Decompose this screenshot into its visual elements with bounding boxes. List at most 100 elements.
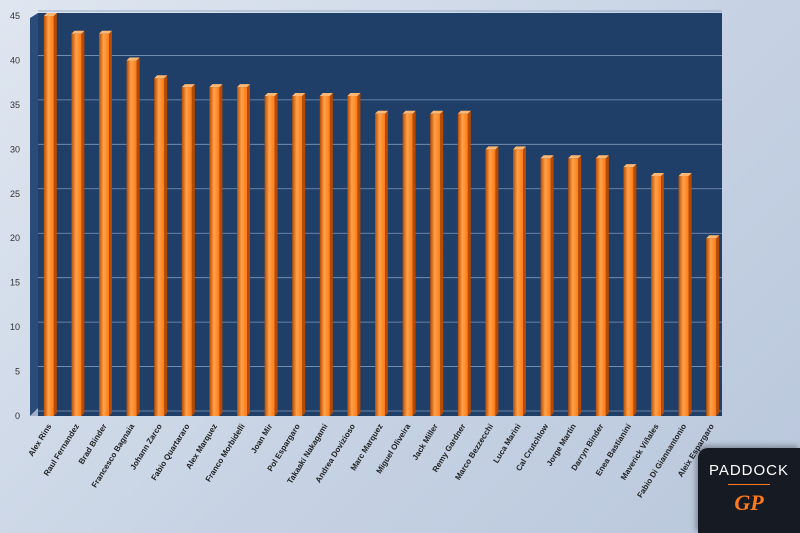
bar-top bbox=[319, 93, 333, 96]
y-tick-label: 30 bbox=[10, 144, 20, 154]
bar-top bbox=[457, 110, 471, 114]
y-tick-label: 5 bbox=[15, 367, 20, 377]
bar-front bbox=[568, 158, 579, 416]
logo-text-paddock: PADDOCK bbox=[708, 462, 790, 479]
bar-side bbox=[633, 164, 637, 416]
bar-side bbox=[578, 155, 582, 416]
bar-top bbox=[209, 84, 223, 88]
bar-front bbox=[706, 238, 717, 416]
x-tick-label: Jack Miller bbox=[411, 422, 440, 461]
bar bbox=[154, 75, 168, 416]
bar-front bbox=[513, 149, 523, 417]
bar-front bbox=[237, 87, 247, 416]
bar-top bbox=[292, 93, 306, 96]
bar bbox=[264, 93, 278, 416]
bar-front bbox=[209, 87, 220, 416]
bar bbox=[375, 110, 388, 417]
paddock-gp-logo: PADDOCK GP bbox=[698, 448, 800, 533]
bar-side bbox=[523, 146, 526, 417]
bar-top bbox=[71, 30, 85, 34]
y-tick-label: 0 bbox=[15, 411, 20, 421]
bar-side bbox=[467, 110, 471, 417]
bar bbox=[513, 146, 526, 417]
bar-front bbox=[43, 16, 54, 416]
bar-side bbox=[495, 146, 499, 417]
x-tick-label: Fabio Di Giannantonio bbox=[635, 422, 688, 499]
y-tick-label: 15 bbox=[10, 278, 20, 288]
x-tick-label: Joan Mir bbox=[249, 422, 274, 455]
bar-side bbox=[688, 173, 692, 416]
bar-top bbox=[706, 235, 720, 239]
bar-top bbox=[485, 146, 499, 150]
bar-front bbox=[595, 158, 606, 416]
bar bbox=[706, 235, 720, 416]
bar-top bbox=[375, 110, 388, 114]
bar-front bbox=[181, 87, 192, 416]
bar bbox=[678, 173, 692, 416]
bar-side bbox=[716, 235, 720, 416]
bar-top bbox=[43, 13, 57, 16]
bar-top bbox=[347, 93, 361, 96]
bar-front bbox=[375, 113, 385, 417]
bar-side bbox=[661, 173, 664, 416]
bar-side bbox=[550, 155, 554, 416]
bar-front bbox=[651, 176, 661, 416]
x-tick-label: Brad Binder bbox=[77, 422, 109, 466]
bars bbox=[43, 13, 720, 417]
bar-front bbox=[292, 96, 303, 416]
bar-top bbox=[181, 84, 195, 88]
bar-front bbox=[99, 33, 109, 417]
bar-side bbox=[302, 93, 306, 416]
bar bbox=[209, 84, 223, 416]
bar-top bbox=[154, 75, 168, 79]
bar-side bbox=[81, 30, 85, 417]
bar bbox=[347, 93, 361, 416]
bar bbox=[71, 30, 85, 417]
bar bbox=[540, 155, 554, 416]
bar bbox=[430, 110, 444, 417]
bar bbox=[181, 84, 195, 416]
bar-top bbox=[99, 30, 112, 34]
bar bbox=[457, 110, 471, 417]
bar-front bbox=[678, 176, 689, 416]
bar-front bbox=[430, 113, 441, 417]
bar bbox=[43, 13, 57, 416]
bar-top bbox=[568, 155, 582, 159]
bar-side bbox=[605, 155, 609, 416]
bar-front bbox=[457, 113, 468, 417]
bar-side bbox=[136, 57, 140, 416]
bar-front bbox=[485, 149, 496, 417]
bar-front bbox=[126, 60, 137, 416]
bar bbox=[623, 164, 637, 416]
y-tick-label: 20 bbox=[10, 233, 20, 243]
bar bbox=[651, 173, 664, 416]
bar bbox=[319, 93, 333, 416]
x-tick-label: Luca Marini bbox=[492, 422, 523, 464]
y-axis-ticks: 0 5 10 15 20 25 30 35 40 45 bbox=[10, 11, 20, 421]
bar bbox=[126, 57, 140, 416]
bar bbox=[99, 30, 112, 417]
plot-left-wall bbox=[30, 13, 38, 416]
bar-top bbox=[237, 84, 250, 88]
bar-top bbox=[513, 146, 526, 150]
bar-top bbox=[402, 110, 416, 114]
bar-top bbox=[540, 155, 554, 159]
bar-front bbox=[347, 96, 358, 416]
y-tick-label: 10 bbox=[10, 322, 20, 332]
bar-side bbox=[412, 110, 416, 417]
bar-top bbox=[595, 155, 609, 159]
bar-side bbox=[219, 84, 223, 416]
bar bbox=[292, 93, 306, 416]
y-tick-label: 45 bbox=[10, 11, 20, 21]
bar-side bbox=[109, 30, 112, 417]
bar-side bbox=[247, 84, 250, 416]
y-tick-label: 35 bbox=[10, 100, 20, 110]
bar-side bbox=[53, 13, 57, 416]
y-tick-label: 25 bbox=[10, 189, 20, 199]
bar-front bbox=[71, 33, 82, 417]
bar-top bbox=[126, 57, 140, 61]
bar bbox=[402, 110, 416, 417]
bar bbox=[568, 155, 582, 416]
